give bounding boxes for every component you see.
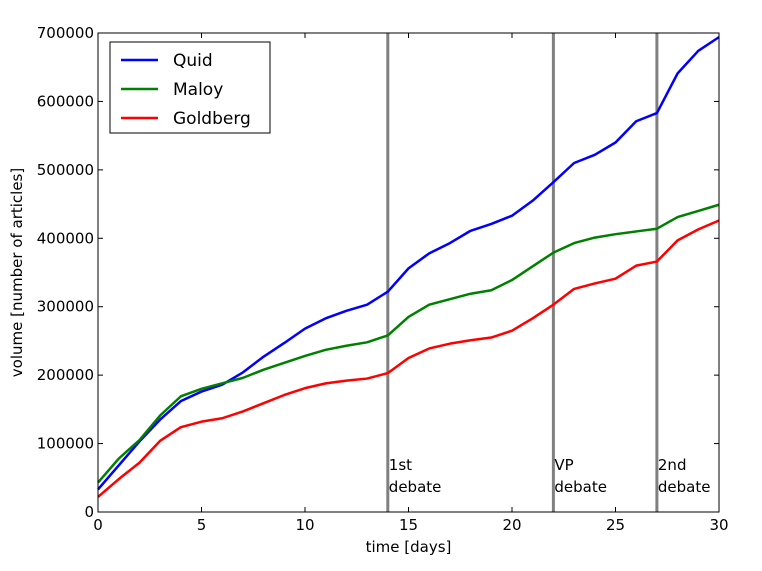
debate-label-line1-2: 2nd <box>658 456 687 474</box>
debate-label-line2-0: debate <box>389 478 442 496</box>
y-tick-label-4: 400000 <box>37 229 94 247</box>
y-tick-label-1: 100000 <box>37 435 94 453</box>
y-axis-ticks: 0 100000 200000 300000 400000 500000 600000 700… <box>37 24 719 521</box>
legend-label-goldberg: Goldberg <box>173 109 251 129</box>
y-tick-label-2: 200000 <box>37 366 94 384</box>
debate-label-line1-1: VP <box>554 456 573 474</box>
legend-label-maloy: Maloy <box>173 80 223 100</box>
x-axis-ticks: 0 5 10 15 20 25 30 <box>93 33 729 534</box>
legend: Quid Maloy Goldberg <box>109 41 271 134</box>
x-tick-label-4: 20 <box>502 516 521 534</box>
y-axis-label: volume [number of articles] <box>8 168 26 377</box>
y-tick-label-6: 600000 <box>37 92 94 110</box>
y-tick-label-3: 300000 <box>37 298 94 316</box>
x-tick-label-5: 25 <box>606 516 625 534</box>
debate-label-line2-1: debate <box>554 478 607 496</box>
x-tick-label-1: 5 <box>197 516 207 534</box>
debate-label-line1-0: 1st <box>389 456 412 474</box>
x-tick-label-2: 10 <box>295 516 314 534</box>
series-lines <box>97 36 720 498</box>
y-tick-label-0: 0 <box>84 503 94 521</box>
x-tick-label-0: 0 <box>93 516 103 534</box>
series-line-goldberg <box>97 219 720 498</box>
x-tick-label-6: 30 <box>709 516 728 534</box>
y-tick-label-7: 700000 <box>37 24 94 42</box>
x-tick-label-3: 15 <box>399 516 418 534</box>
x-axis-label: time [days] <box>366 538 452 556</box>
series-line-quid <box>97 36 720 491</box>
series-line-maloy <box>97 203 720 484</box>
y-tick-label-5: 500000 <box>37 161 94 179</box>
debate-annotations: 1st debate VP debate 2nd debate <box>389 456 711 496</box>
debate-label-line2-2: debate <box>658 478 711 496</box>
legend-label-quid: Quid <box>173 51 213 71</box>
